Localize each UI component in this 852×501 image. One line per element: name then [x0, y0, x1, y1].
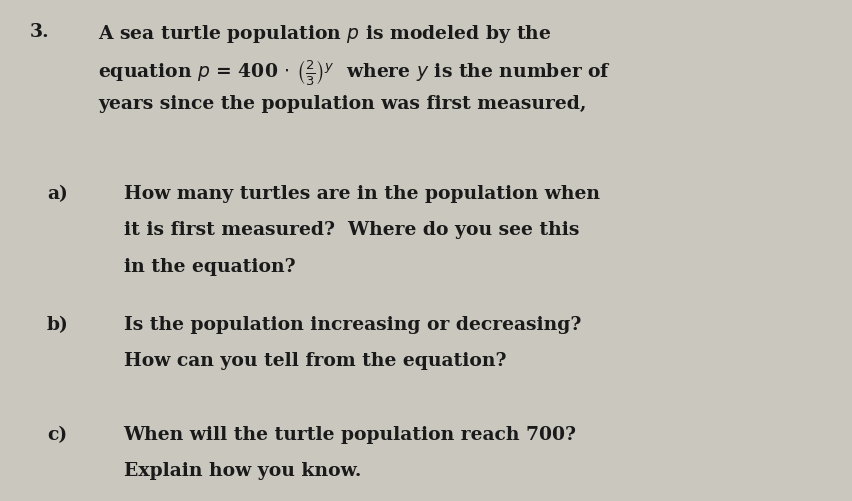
Text: Explain how you know.: Explain how you know. — [124, 462, 361, 480]
Text: a): a) — [47, 185, 67, 203]
Text: c): c) — [47, 426, 67, 444]
Text: in the equation?: in the equation? — [124, 258, 295, 276]
Text: b): b) — [47, 316, 69, 334]
Text: Is the population increasing or decreasing?: Is the population increasing or decreasi… — [124, 316, 581, 334]
Text: 3.: 3. — [30, 23, 49, 41]
Text: years since the population was first measured,: years since the population was first mea… — [98, 95, 586, 113]
Text: How many turtles are in the population when: How many turtles are in the population w… — [124, 185, 600, 203]
Text: it is first measured?  Where do you see this: it is first measured? Where do you see t… — [124, 221, 579, 239]
Text: How can you tell from the equation?: How can you tell from the equation? — [124, 352, 506, 370]
Text: equation $p$ = 400 $\cdot$ $\left(\frac{2}{3}\right)^{y}$  where $y$ is the numb: equation $p$ = 400 $\cdot$ $\left(\frac{… — [98, 59, 611, 88]
Text: A sea turtle population $p$ is modeled by the: A sea turtle population $p$ is modeled b… — [98, 23, 551, 45]
Text: When will the turtle population reach 700?: When will the turtle population reach 70… — [124, 426, 577, 444]
